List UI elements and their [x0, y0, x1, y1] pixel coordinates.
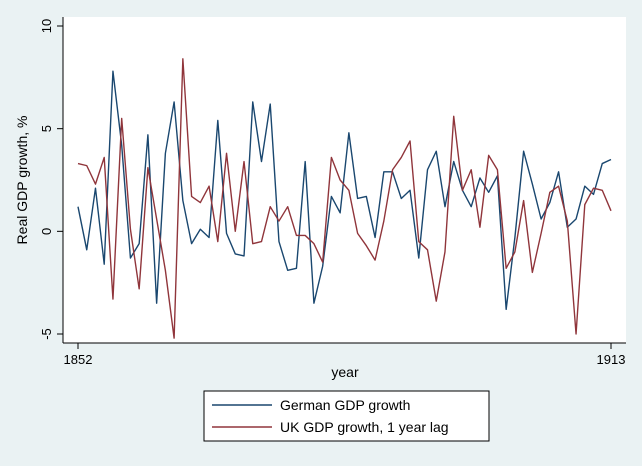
y-tick-label: 0	[39, 228, 54, 235]
x-axis-title: year	[331, 364, 359, 380]
x-tick-label: 1852	[64, 352, 93, 367]
series-layer	[77, 58, 612, 339]
legend-box	[203, 390, 490, 442]
series-line-german-gdp-growth	[77, 70, 612, 311]
y-tick-label: 10	[39, 19, 54, 33]
x-axis: 1852 1913 year	[63, 342, 626, 380]
y-tick-label: -5	[39, 328, 54, 340]
y-tick-label: 5	[39, 125, 54, 132]
series-line-uk-gdp-growth-lag	[77, 58, 612, 339]
legend-label-uk: UK GDP growth, 1 year lag	[280, 419, 449, 435]
legend: German GDP growth UK GDP growth, 1 year …	[203, 390, 490, 442]
legend-label-german: German GDP growth	[280, 397, 410, 413]
x-tick-label: 1913	[597, 352, 626, 367]
y-axis: -5 0 5 10 Real GDP growth, %	[14, 17, 64, 343]
y-axis-title: Real GDP growth, %	[14, 116, 30, 245]
y-ticks: -5 0 5 10	[39, 19, 63, 340]
x-ticks: 1852 1913	[64, 343, 626, 367]
